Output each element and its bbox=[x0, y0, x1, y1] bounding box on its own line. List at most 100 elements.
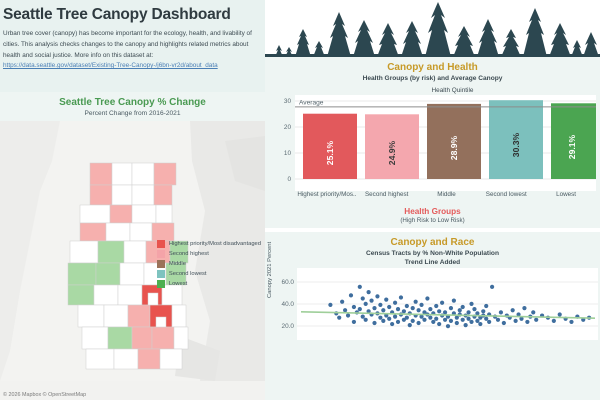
scatter-point bbox=[434, 304, 439, 309]
scatter-point bbox=[454, 315, 459, 320]
scatter-point bbox=[481, 309, 486, 314]
scatter-point bbox=[404, 315, 409, 320]
svg-text:40.0: 40.0 bbox=[282, 301, 295, 308]
scatter-point bbox=[442, 310, 448, 315]
legend-label: Lowest bbox=[168, 281, 188, 287]
scatter-point bbox=[419, 314, 424, 319]
scatter-point bbox=[466, 310, 471, 315]
scatter-point bbox=[495, 317, 501, 323]
scatter-point bbox=[469, 319, 474, 325]
legend-item[interactable]: Lowest bbox=[156, 280, 261, 288]
scatter-point bbox=[428, 307, 433, 312]
canopy-race-subtitle: Census Tracts by % Non-White Population bbox=[366, 250, 499, 258]
scatter-point bbox=[525, 319, 530, 325]
scatter-point bbox=[345, 313, 351, 318]
canopy-health-title: Canopy and Health bbox=[387, 62, 478, 73]
map-subtitle: Percent Change from 2016-2021 bbox=[84, 110, 181, 117]
canopy-race-header: Canopy and Race Census Tracts by % Non-W… bbox=[265, 232, 600, 266]
scatter-point bbox=[475, 318, 480, 324]
canopy-race-annotation: Trend Line Added bbox=[404, 259, 461, 267]
legend-swatch-icon bbox=[156, 240, 165, 248]
scatter-point bbox=[490, 284, 495, 290]
scatter-point bbox=[375, 294, 380, 299]
legend-item[interactable]: Second highest bbox=[156, 250, 261, 258]
legend-swatch-icon bbox=[156, 270, 165, 278]
dataset-link[interactable]: https://data.seattle.gov/dataset/Existin… bbox=[3, 62, 218, 70]
scatter-point bbox=[363, 317, 368, 323]
scatter-point bbox=[407, 323, 412, 328]
scatter-point bbox=[469, 301, 474, 307]
bar-x-label: Second lowest bbox=[485, 191, 527, 198]
legend-swatch-icon bbox=[156, 250, 165, 258]
bar-x-label: Highest priority/Mos.. bbox=[297, 191, 357, 198]
scatter-point bbox=[475, 311, 480, 316]
scatter-point bbox=[387, 316, 392, 322]
map-header: Seattle Tree Canopy % Change Percent Cha… bbox=[0, 92, 265, 121]
scatter-point bbox=[381, 318, 386, 324]
scatter-point bbox=[413, 299, 418, 304]
race-scatter-chart[interactable]: Canopy 2021 Percent 20.0 40.0 60.0 bbox=[267, 242, 598, 400]
health-quintile-label: Health Quintile bbox=[431, 87, 474, 94]
scatter-point bbox=[422, 310, 427, 315]
scatter-point bbox=[357, 284, 362, 290]
scatter-point bbox=[487, 319, 492, 325]
scatter-point bbox=[498, 310, 504, 315]
intro-panel: Seattle Tree Canopy Dashboard Urban tree… bbox=[0, 0, 265, 92]
legend-swatch-icon bbox=[156, 280, 165, 288]
scatter-point bbox=[348, 293, 354, 298]
scatter-point bbox=[484, 316, 489, 322]
scatter-point bbox=[519, 316, 524, 322]
health-groups-title: Health Groups bbox=[404, 207, 461, 217]
scatter-point bbox=[410, 306, 415, 311]
scatter-point bbox=[437, 309, 442, 314]
scatter-point bbox=[445, 324, 451, 329]
scatter-point bbox=[390, 322, 395, 327]
svg-text:Average: Average bbox=[299, 99, 324, 106]
scatter-point bbox=[484, 304, 489, 309]
scatter-point bbox=[378, 315, 383, 320]
scatter-point bbox=[360, 314, 365, 319]
scatter-point bbox=[442, 317, 448, 323]
scatter-point bbox=[416, 321, 421, 326]
svg-text:29.1%: 29.1% bbox=[567, 134, 577, 159]
scatter-point bbox=[357, 307, 362, 312]
legend-label: Second lowest bbox=[168, 271, 207, 277]
legend-label: Second highest bbox=[168, 251, 209, 257]
bar-x-label: Middle bbox=[437, 191, 456, 198]
scatter-point bbox=[437, 322, 442, 327]
scatter-point bbox=[422, 317, 427, 323]
scatter-point bbox=[460, 305, 465, 310]
scatter-point bbox=[522, 306, 527, 311]
map-graphic bbox=[0, 121, 265, 381]
bar-x-label: Second highest bbox=[364, 191, 409, 198]
scatter-point bbox=[478, 315, 483, 320]
legend-item[interactable]: Second lowest bbox=[156, 270, 261, 278]
legend-item[interactable]: Highest priority/Most disadvantaged bbox=[156, 240, 261, 248]
health-bar-chart[interactable]: Avg. Tree Canopy % (202… 0 10 20 30 bbox=[267, 95, 596, 191]
scatter-point bbox=[472, 307, 477, 312]
canopy-health-header: Canopy and Health Health Groups (by risk… bbox=[265, 57, 600, 82]
scatter-point bbox=[401, 317, 406, 323]
conifer-silhouette-icon bbox=[265, 0, 600, 57]
canopy-health-panel: Canopy and Health Health Groups (by risk… bbox=[265, 57, 600, 229]
scatter-point bbox=[392, 314, 398, 319]
scatter-point bbox=[501, 321, 506, 326]
svg-text:10: 10 bbox=[284, 150, 292, 157]
scatter-point bbox=[440, 300, 445, 306]
canopy-health-subtitle: Health Groups (by risk) and Average Cano… bbox=[362, 75, 503, 82]
scatter-point bbox=[448, 318, 454, 324]
scatter-point bbox=[351, 319, 357, 325]
map-attribution: © 2026 Mapbox © OpenStreetMap bbox=[3, 392, 87, 398]
scatter-point bbox=[395, 319, 401, 325]
choropleth-map[interactable]: Highest priority/Most disadvantaged Seco… bbox=[0, 121, 265, 400]
scatter-point bbox=[510, 308, 515, 313]
scatter-point bbox=[372, 306, 377, 311]
scatter-point bbox=[551, 318, 556, 324]
scatter-point bbox=[454, 321, 459, 326]
health-groups-caption: Health Groups (High Risk to Low Risk) bbox=[265, 207, 600, 224]
scatter-point bbox=[416, 308, 421, 313]
legend-item[interactable]: Middle bbox=[156, 260, 261, 268]
scatter-point bbox=[337, 315, 342, 320]
scatter-point bbox=[366, 290, 371, 295]
scatter-point bbox=[369, 298, 374, 303]
